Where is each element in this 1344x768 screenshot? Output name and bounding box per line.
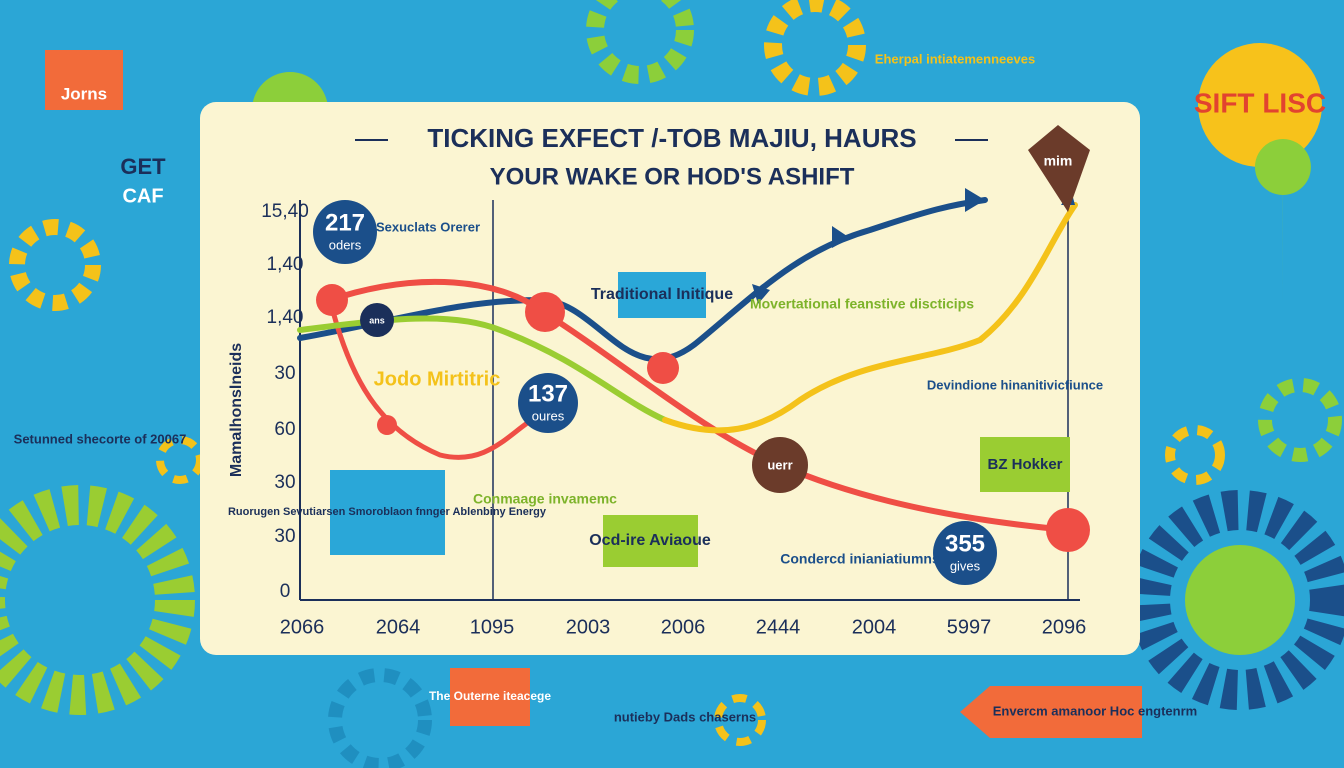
badge-sub: gives xyxy=(950,558,981,573)
side-label: SIFT LISC xyxy=(1194,87,1326,118)
axes xyxy=(299,139,1080,601)
y-tick-label: 30 xyxy=(274,472,295,493)
y-tick-label: 0 xyxy=(280,581,291,602)
x-tick-label: 2064 xyxy=(376,616,421,638)
badge-number: 355 xyxy=(945,530,985,557)
side-label: Setunned shecorte of 20067 xyxy=(14,431,187,446)
y-tick-label: 30 xyxy=(274,363,295,384)
note: Devindione hinanitivicfiunce xyxy=(927,377,1103,392)
badge-sub: oders xyxy=(329,237,362,252)
note: uerr xyxy=(767,457,792,472)
x-tick-label: 2004 xyxy=(852,616,897,638)
note: Ocd-ire Aviaoue xyxy=(589,532,711,549)
note: mim xyxy=(1044,153,1073,169)
y-tick-label: 60 xyxy=(274,419,295,440)
x-tick-label: 2006 xyxy=(661,616,706,638)
side-label: Jorns xyxy=(61,84,107,103)
y-tick-label: 15,40 xyxy=(261,201,309,222)
x-tick-label: 1095 xyxy=(470,616,515,638)
side-label: CAF xyxy=(122,185,163,207)
y-tick-label: 1,40 xyxy=(267,254,304,275)
lines xyxy=(297,125,1090,585)
badge-sub: oures xyxy=(532,408,565,423)
note: Conmaage invamemc xyxy=(473,491,617,507)
y-axis-title: Mamalhonslneids xyxy=(228,343,245,477)
x-tick-label: 2003 xyxy=(566,616,611,638)
y-tick-label: 30 xyxy=(274,526,295,547)
x-tick-label: 2444 xyxy=(756,616,801,638)
badge-number: 137 xyxy=(528,380,568,407)
side-label: Envercm amanoor Hoc engtenrm xyxy=(993,703,1197,718)
note: Ruorugen Sevutiarsen Smoroblaon fnnger A… xyxy=(228,506,547,518)
note: Jodo Mirtitric xyxy=(374,368,501,390)
side-label: nutieby Dads chaserns xyxy=(614,709,756,724)
note: ans xyxy=(369,315,385,325)
note: Movertational feanstive discticips xyxy=(750,296,974,312)
y-tick-label: 1,40 xyxy=(267,307,304,328)
side-label: The Outerne iteacege xyxy=(429,689,551,703)
note: Sexuclats Orerer xyxy=(376,219,480,234)
x-tick-label: 2066 xyxy=(280,616,325,638)
note: Traditional Initique xyxy=(591,286,733,303)
side-label: Eherpal intiatemenneeves xyxy=(875,51,1035,66)
note: BZ Hokker xyxy=(987,456,1062,473)
x-tick-label: 5997 xyxy=(947,616,992,638)
side-label: GET xyxy=(120,154,166,179)
note: Condercd inianiatiumns xyxy=(780,551,940,567)
badge-number: 217 xyxy=(325,209,365,236)
title-line: YOUR WAKE OR HOD'S ASHIFT xyxy=(490,163,855,190)
title-line: TICKING EXFECT /-TOB MAJIU, HAURS xyxy=(427,123,916,153)
x-tick-label: 2096 xyxy=(1042,616,1087,638)
